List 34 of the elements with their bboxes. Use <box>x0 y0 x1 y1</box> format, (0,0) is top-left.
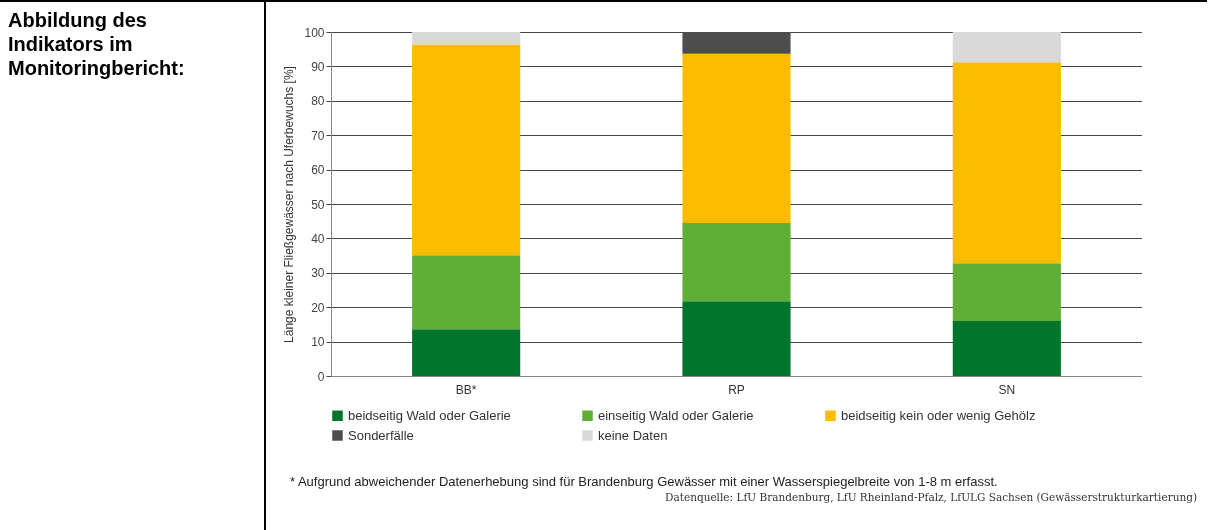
bar <box>682 301 791 376</box>
y-tick-label: 40 <box>311 231 325 246</box>
bar <box>412 32 521 45</box>
y-tick-label: 70 <box>311 128 325 143</box>
y-tick-label: 20 <box>311 300 325 315</box>
bar <box>952 62 1061 264</box>
y-tick-label: 30 <box>311 266 325 281</box>
bar <box>412 255 521 330</box>
y-tick-label: 80 <box>311 94 325 109</box>
bar <box>952 320 1061 376</box>
y-axis-title: Länge kleiner Fließgewässer nach Uferbewuchs [%] <box>282 66 297 343</box>
legend-label: Sonderfälle <box>348 427 414 443</box>
text: Abbildung des Indikators im Monitoringbericht: <box>8 8 186 80</box>
x-tick-label: SN <box>998 382 1016 397</box>
y-tick-label: 100 <box>304 25 325 40</box>
x-tick-label: RP <box>728 382 745 397</box>
y-tick-label: 10 <box>311 335 325 350</box>
bar <box>412 44 521 256</box>
x-tick-label: BB* <box>455 382 477 397</box>
text: * Aufgrund abweichender Datenerhebung sind für Brandenburg Gewässer mit einer Wasserspiegelbreite von 1-8 m erfasst. <box>290 473 999 491</box>
text: Datenquelle: LfU Brandenburg, LfU Rheinland-Pfalz, LfULG Sachsen (Gewässerstrukturkartierung) <box>665 491 1197 503</box>
bar <box>952 32 1061 63</box>
bar <box>412 329 521 376</box>
legend-label: keine Daten <box>598 427 668 443</box>
y-tick-label: 60 <box>311 163 325 178</box>
bar <box>952 263 1061 321</box>
y-tick-label: 0 <box>317 369 325 384</box>
legend-label: beidseitig kein oder wenig Gehölz <box>841 407 1036 423</box>
legend-label: einseitig Wald oder Galerie <box>598 407 754 423</box>
bar <box>682 222 791 302</box>
bar <box>682 53 791 223</box>
y-tick-label: 50 <box>311 197 325 212</box>
y-tick-label: 90 <box>311 59 325 74</box>
legend-label: beidseitig Wald oder Galerie <box>348 407 511 423</box>
